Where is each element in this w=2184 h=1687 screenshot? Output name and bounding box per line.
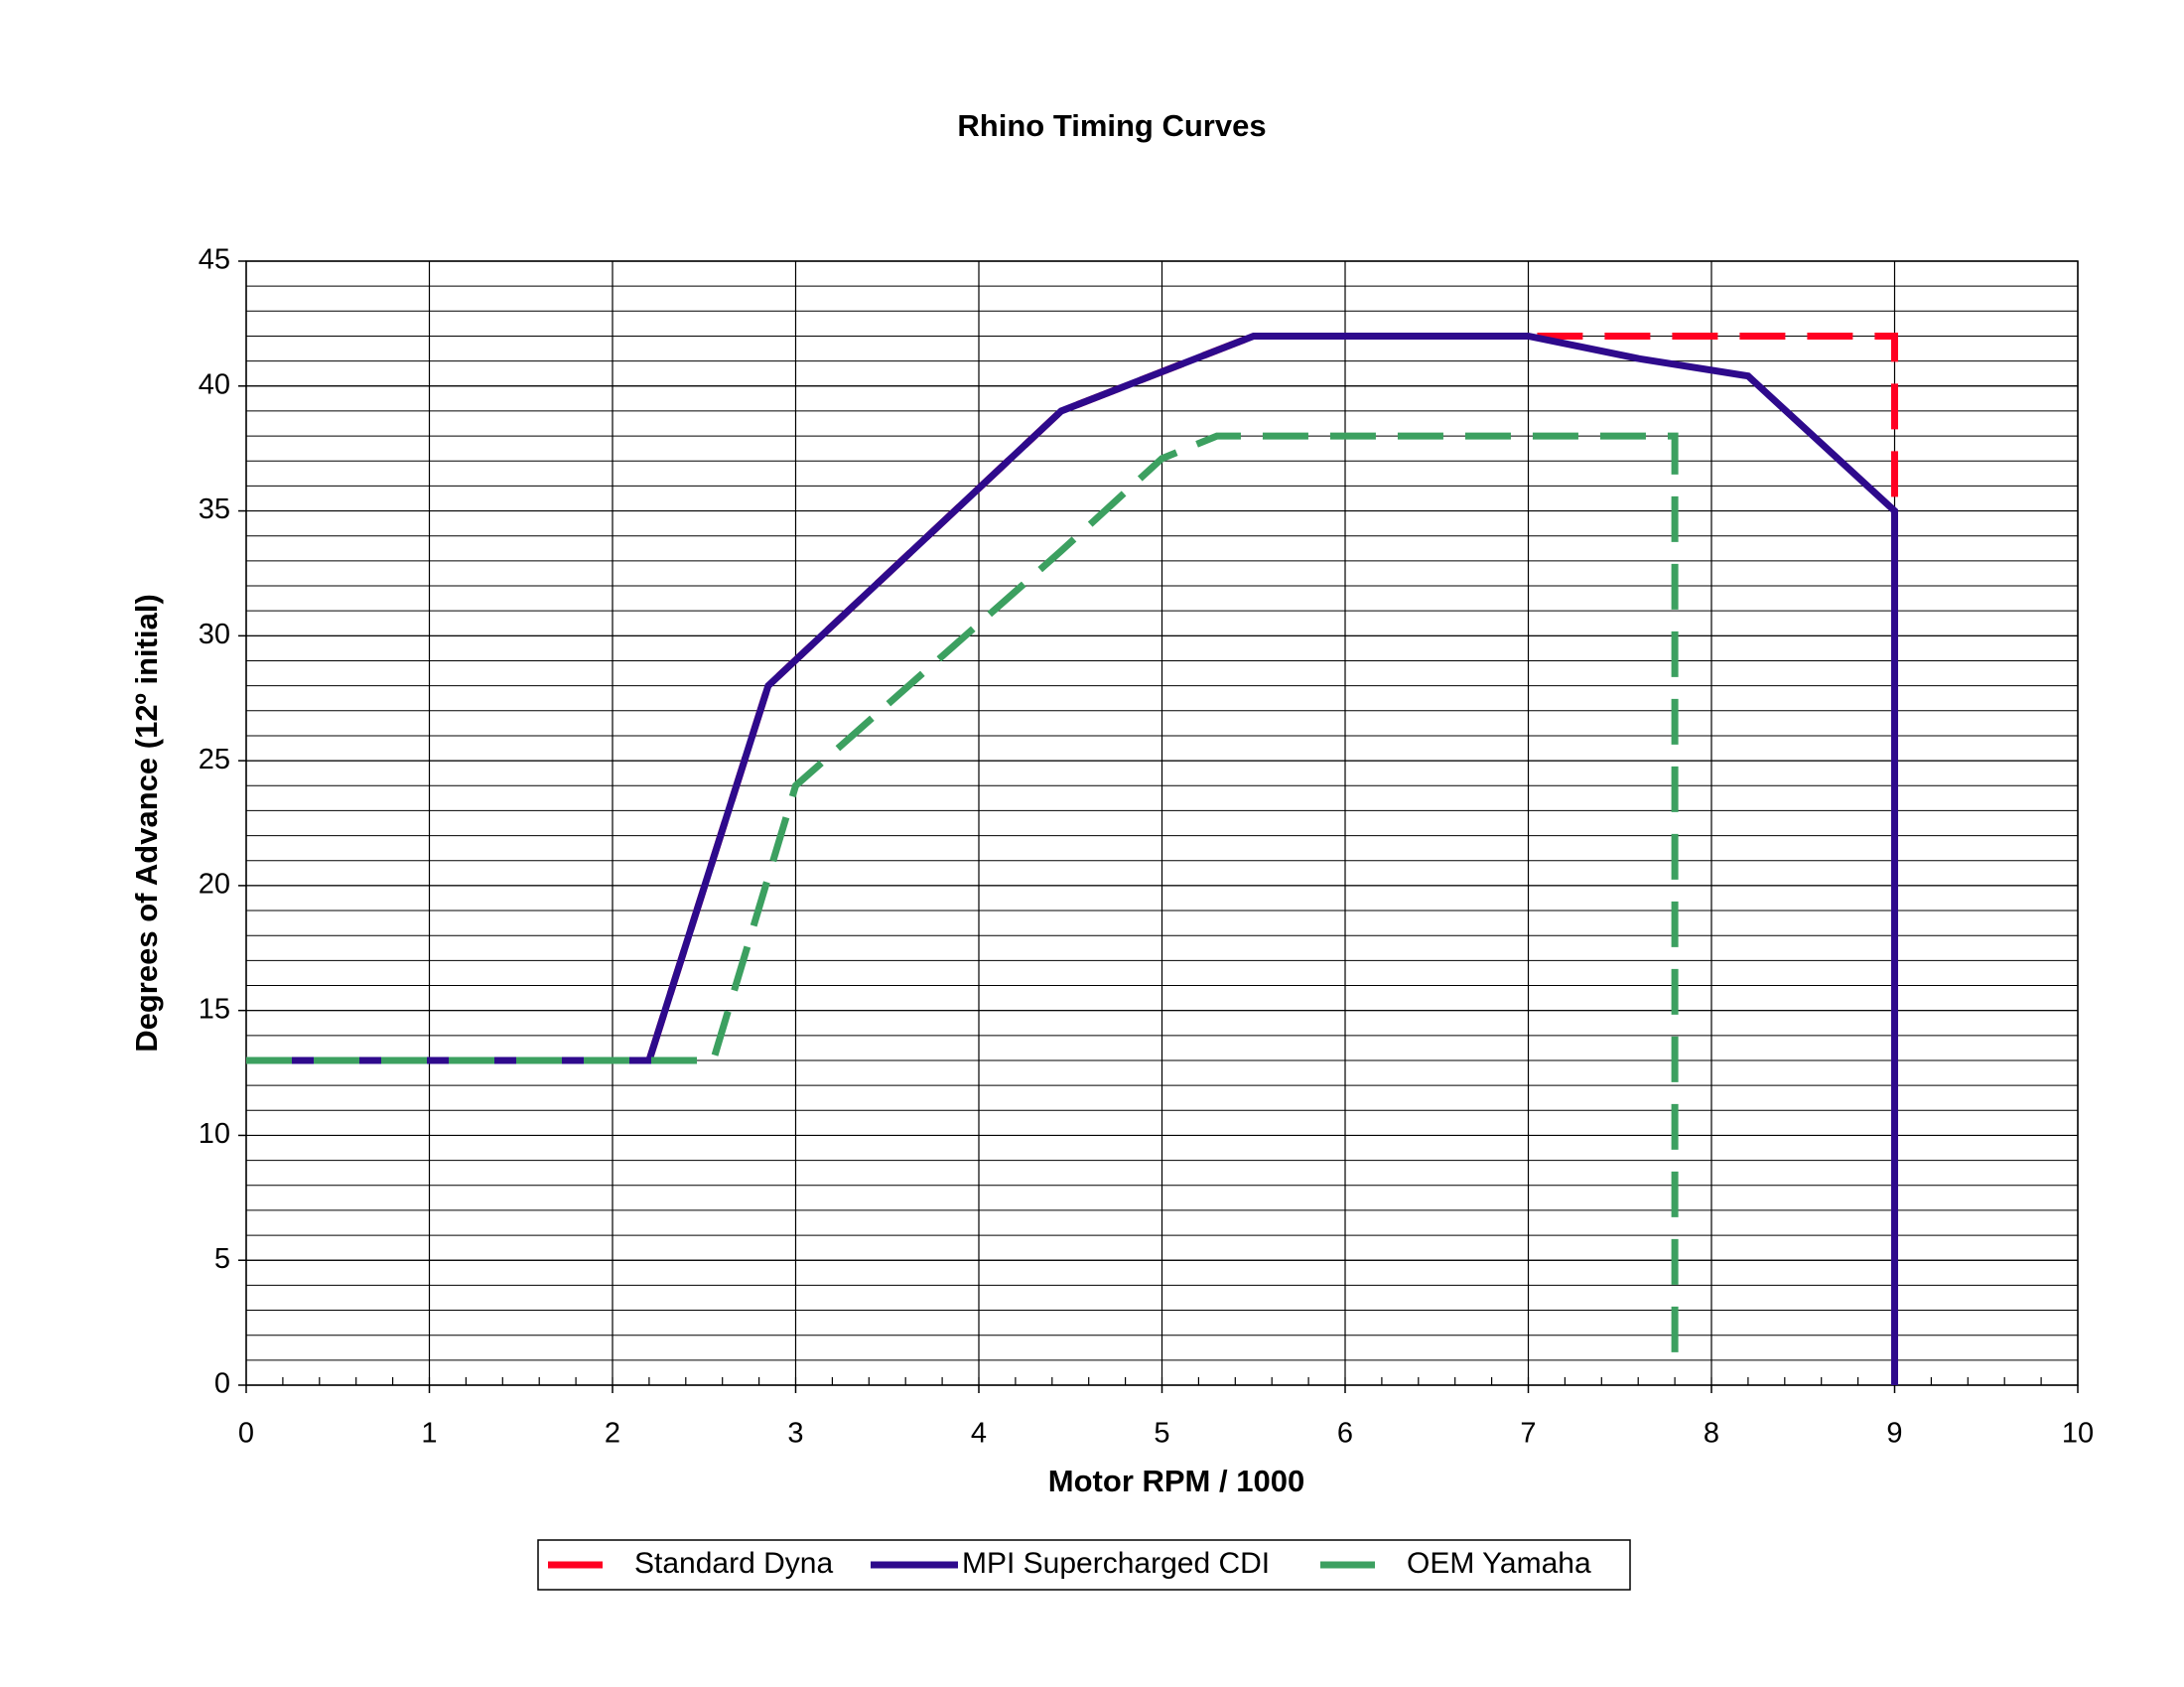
legend-label: OEM Yamaha bbox=[1407, 1547, 1591, 1580]
legend: Standard Dyna MPI Supercharged CDI OEM Yam… bbox=[537, 1539, 1631, 1591]
series-line bbox=[246, 332, 1898, 1385]
x-tick-label: 7 bbox=[1520, 1418, 1536, 1450]
y-tick-label: 5 bbox=[214, 1243, 230, 1275]
x-axis-label: Motor RPM / 1000 bbox=[1048, 1464, 1304, 1498]
y-tick-label: 20 bbox=[199, 869, 230, 901]
y-axis-label: Degrees of Advance (12º initial) bbox=[129, 594, 164, 1053]
legend-label: MPI Supercharged CDI bbox=[962, 1547, 1270, 1580]
plot-frame bbox=[245, 260, 2079, 1386]
x-tick-label: 0 bbox=[238, 1418, 254, 1450]
x-tick-label: 8 bbox=[1704, 1418, 1719, 1450]
y-tick-label: 45 bbox=[199, 244, 230, 276]
x-tick-label: 5 bbox=[1154, 1418, 1169, 1450]
y-tick-label: 30 bbox=[199, 619, 230, 650]
series-line bbox=[246, 432, 1679, 1370]
chart-title: Rhino Timing Curves bbox=[957, 108, 1266, 143]
x-tick-label: 3 bbox=[787, 1418, 803, 1450]
y-tick-label: 15 bbox=[199, 993, 230, 1025]
x-tick-label: 4 bbox=[971, 1418, 987, 1450]
y-tick-label: 40 bbox=[199, 368, 230, 400]
y-tick-label: 0 bbox=[214, 1368, 230, 1400]
x-tick-label: 6 bbox=[1337, 1418, 1353, 1450]
x-tick-label: 10 bbox=[2062, 1418, 2094, 1450]
legend-box bbox=[537, 1539, 1631, 1591]
y-tick-label: 10 bbox=[199, 1118, 230, 1150]
y-tick-label: 25 bbox=[199, 744, 230, 775]
x-tick-label: 9 bbox=[1886, 1418, 1902, 1450]
x-tick-label: 1 bbox=[421, 1418, 437, 1450]
y-tick-label: 35 bbox=[199, 493, 230, 525]
x-tick-label: 2 bbox=[605, 1418, 620, 1450]
legend-label: Standard Dyna bbox=[634, 1547, 833, 1580]
